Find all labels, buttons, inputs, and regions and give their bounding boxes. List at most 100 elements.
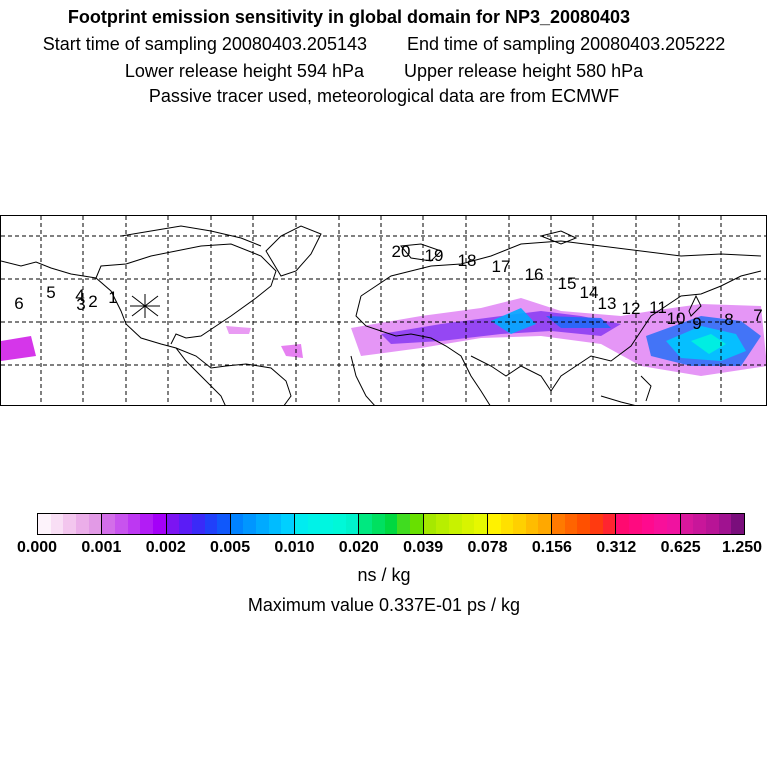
colorbar-swatch [295, 514, 308, 534]
colorbar-swatch [693, 514, 706, 534]
colorbar-tick-label: 0.010 [274, 539, 315, 556]
colorbar-tick-label: 0.312 [596, 539, 637, 556]
colorbar-swatch [50, 514, 64, 534]
colorbar-segment [295, 514, 360, 534]
colorbar-tick-label: 0.078 [467, 539, 508, 556]
colorbar-swatch [731, 514, 744, 534]
trajectory-label: 17 [491, 257, 511, 276]
colorbar-swatch [217, 514, 230, 534]
colorbar-tick-label: 0.625 [660, 539, 701, 556]
colorbar-swatch [409, 514, 423, 534]
colorbar-tick-label: 0.002 [145, 539, 186, 556]
colorbar-swatch [333, 514, 346, 534]
world-map: 1 2 3 4 5 6 7 8 9 10 11 12 13 14 15 16 17 18 19 20 [0, 215, 767, 406]
colorbar-segment [359, 514, 424, 534]
colorbar-swatch [371, 514, 385, 534]
colorbar-tick-label: 0.000 [16, 539, 58, 556]
colorbar-swatch [179, 514, 192, 534]
trajectory-label: 7 [753, 306, 763, 325]
colorbar-swatch [552, 514, 565, 534]
colorbar-segment [166, 514, 231, 534]
trajectory-label: 10 [666, 309, 686, 328]
colorbar-swatch [654, 514, 668, 534]
trajectory-label: 12 [621, 299, 641, 318]
colorbar-swatch [281, 514, 295, 534]
colorbar-swatch [75, 514, 89, 534]
colorbar-swatch [397, 514, 410, 534]
map-title: Footprint emission sensitivity in global… [67, 7, 631, 27]
colorbar-segment [616, 514, 681, 534]
colorbar-swatch [705, 514, 719, 534]
release-heights: Lower release height 594 hPa Upper releas… [0, 60, 768, 82]
colorbar-swatch [384, 514, 398, 534]
colorbar-units: ns / kg [357, 565, 411, 585]
colorbar-swatch [629, 514, 642, 534]
colorbar-swatch [243, 514, 257, 534]
colorbar [37, 513, 745, 535]
colorbar-swatch [538, 514, 552, 534]
colorbar-tick-label: 0.001 [81, 539, 122, 556]
colorbar-swatch [718, 514, 732, 534]
colorbar-swatch [191, 514, 205, 534]
colorbar-swatch [88, 514, 102, 534]
start-time: Start time of sampling 20080403.205143 [42, 34, 367, 54]
colorbar-swatch [590, 514, 603, 534]
trajectory-label: 3 [76, 295, 86, 314]
colorbar-swatch [616, 514, 630, 534]
trajectory-label: 15 [557, 274, 577, 293]
trajectory-label: 6 [14, 294, 24, 313]
colorbar-swatch [500, 514, 514, 534]
trajectory-label: 4 [75, 286, 85, 305]
trajectory-label: 8 [724, 310, 734, 329]
colorbar-segment [680, 514, 744, 534]
colorbar-swatch [268, 514, 282, 534]
colorbar-swatch [564, 514, 578, 534]
colorbar-swatch [513, 514, 526, 534]
sampling-times: Start time of sampling 20080403.205143 En… [0, 33, 768, 55]
colorbar-swatch [320, 514, 334, 534]
sensitivity-plume [1, 298, 766, 376]
colorbar-segment [552, 514, 617, 534]
map-canvas [1, 216, 766, 405]
colorbar-swatch [448, 514, 462, 534]
tracer-info: Passive tracer used, meteorological data… [148, 86, 620, 106]
trajectory-label: 1 [108, 288, 118, 307]
colorbar-tick-label: 0.005 [210, 539, 251, 556]
maximum-value: Maximum value 0.337E-01 ps / kg [247, 595, 521, 615]
colorbar-swatch [256, 514, 269, 534]
trajectory-label: 19 [424, 246, 444, 265]
trajectory-label: 14 [579, 283, 599, 302]
colorbar-swatch [602, 514, 616, 534]
colorbar-swatch [204, 514, 218, 534]
colorbar-swatch [307, 514, 321, 534]
colorbar-swatch [114, 514, 128, 534]
colorbar-segment [423, 514, 488, 534]
colorbar-swatch [436, 514, 449, 534]
trajectory-label: 5 [46, 283, 56, 302]
colorbar-swatch [641, 514, 655, 534]
colorbar-swatch [152, 514, 166, 534]
trajectory-label: 20 [391, 242, 411, 261]
colorbar-swatch [359, 514, 372, 534]
release-point-marker [130, 294, 160, 318]
coastlines [1, 225, 762, 405]
colorbar-segment [102, 514, 167, 534]
colorbar-swatch [680, 514, 694, 534]
trajectory-label: 11 [649, 298, 667, 317]
colorbar-swatch [487, 514, 501, 534]
colorbar-tick-label: 0.020 [338, 539, 379, 556]
graticule [1, 216, 766, 405]
colorbar-segment [230, 514, 296, 534]
colorbar-swatch [102, 514, 115, 534]
trajectory-label: 9 [692, 314, 702, 333]
colorbar-swatch [667, 514, 680, 534]
colorbar-segment [38, 514, 103, 534]
colorbar-swatch [63, 514, 76, 534]
colorbar-swatch [166, 514, 180, 534]
colorbar-swatch [38, 514, 51, 534]
end-time: End time of sampling 20080403.205222 [407, 34, 726, 54]
lower-release-height: Lower release height 594 hPa [124, 61, 364, 81]
colorbar-swatch [525, 514, 539, 534]
colorbar-segment [487, 514, 553, 534]
colorbar-swatch [461, 514, 475, 534]
